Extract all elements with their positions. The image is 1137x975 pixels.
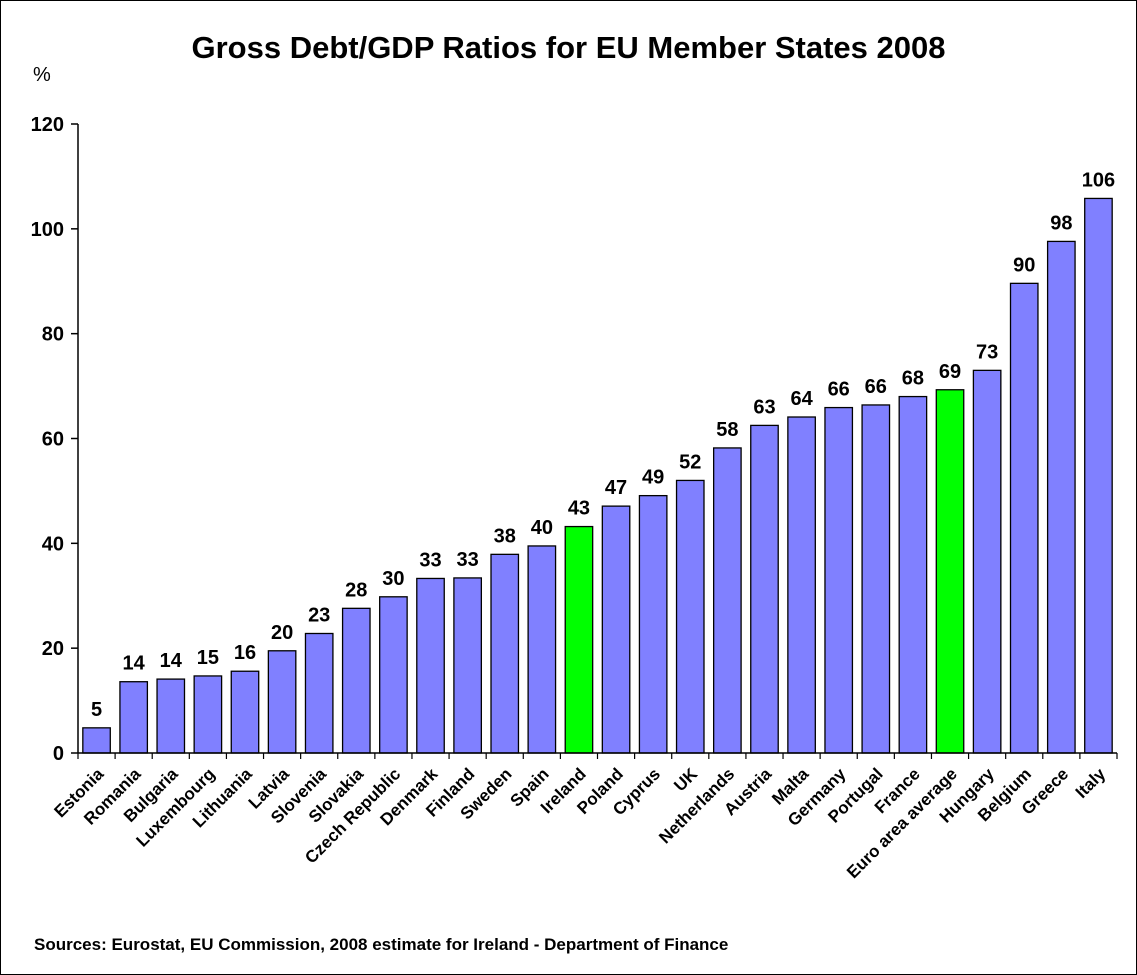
- data-label-denmark: 33: [419, 549, 441, 571]
- y-axis-unit-label: %: [33, 64, 51, 86]
- bar-estonia: [82, 727, 111, 754]
- data-label-czech-republic: 30: [382, 568, 404, 590]
- data-label-france: 68: [902, 368, 924, 390]
- data-label-bulgaria: 14: [160, 650, 183, 672]
- bar-luxembourg: [193, 675, 223, 754]
- data-label-ireland: 43: [568, 498, 590, 520]
- bar-latvia: [267, 650, 297, 754]
- data-label-finland: 33: [457, 549, 479, 571]
- bar-series: [82, 197, 1113, 754]
- y-tick-label: 0: [53, 743, 64, 765]
- data-label-estonia: 5: [91, 699, 102, 721]
- data-labels: 5 14 14 15 16 20 23 28 30 33 33 38 40 43 47 49 52 58 63 64 6…: [91, 169, 1115, 720]
- bar-bulgaria: [156, 678, 186, 754]
- bar-greece: [1046, 240, 1076, 754]
- bar-euro-area-average: [935, 389, 965, 754]
- source-note: Sources: Eurostat, EU Commission, 2008 e…: [34, 935, 729, 954]
- data-label-austria: 63: [753, 396, 775, 418]
- bar-sweden: [490, 553, 520, 754]
- bar-portugal: [861, 404, 891, 754]
- bar-spain: [527, 545, 557, 754]
- bar-romania: [119, 681, 149, 754]
- data-label-slovakia: 28: [345, 579, 367, 601]
- y-tick-label: 20: [42, 638, 64, 660]
- bar-slovakia: [341, 607, 371, 754]
- data-label-spain: 40: [531, 517, 553, 539]
- bar-netherlands: [712, 447, 742, 754]
- data-label-belgium: 90: [1013, 254, 1035, 276]
- data-label-cyprus: 49: [642, 467, 664, 489]
- data-label-netherlands: 58: [716, 419, 738, 441]
- y-tick-label: 120: [31, 114, 64, 136]
- bar-cyprus: [638, 494, 668, 754]
- data-label-sweden: 38: [494, 525, 516, 547]
- data-label-romania: 14: [123, 653, 146, 675]
- bar-denmark: [416, 577, 445, 754]
- data-label-luxembourg: 15: [197, 647, 219, 669]
- bar-poland: [601, 505, 631, 754]
- bar-italy: [1084, 197, 1113, 754]
- data-label-germany: 66: [828, 379, 850, 401]
- bar-belgium: [1009, 282, 1039, 754]
- data-label-italy: 106: [1082, 169, 1115, 191]
- bar-czech-republic: [379, 596, 408, 754]
- chart-title: Gross Debt/GDP Ratios for EU Member Stat…: [191, 30, 946, 65]
- data-label-poland: 47: [605, 477, 627, 499]
- bar-uk: [675, 479, 705, 754]
- bar-hungary: [972, 369, 1002, 754]
- bar-finland: [453, 577, 483, 754]
- x-tick-label-uk: UK: [670, 764, 701, 795]
- bar-lithuania: [230, 670, 260, 754]
- y-tick-label: 40: [42, 533, 64, 555]
- data-label-slovenia: 23: [308, 604, 330, 626]
- data-label-malta: 64: [790, 388, 813, 410]
- data-label-portugal: 66: [865, 376, 887, 398]
- x-tick-label-italy: Italy: [1072, 764, 1110, 802]
- bar-austria: [750, 424, 779, 754]
- bar-malta: [787, 416, 816, 754]
- bar-ireland: [564, 525, 594, 754]
- y-axis: 0 20 40 60 80 100 120: [31, 114, 79, 765]
- data-label-uk: 52: [679, 451, 701, 473]
- y-tick-label: 60: [42, 429, 64, 451]
- data-label-latvia: 20: [271, 622, 293, 644]
- x-axis: EstoniaRomaniaBulgariaLuxembourgLithuani…: [51, 752, 1118, 882]
- y-tick-label: 100: [31, 219, 64, 241]
- data-label-greece: 98: [1050, 212, 1072, 234]
- y-tick-label: 80: [42, 324, 64, 346]
- data-label-euro-area-average: 69: [939, 361, 961, 383]
- bar-slovenia: [304, 632, 334, 754]
- data-label-hungary: 73: [976, 341, 998, 363]
- data-label-lithuania: 16: [234, 642, 256, 664]
- bar-germany: [824, 406, 854, 754]
- bar-france: [898, 395, 928, 754]
